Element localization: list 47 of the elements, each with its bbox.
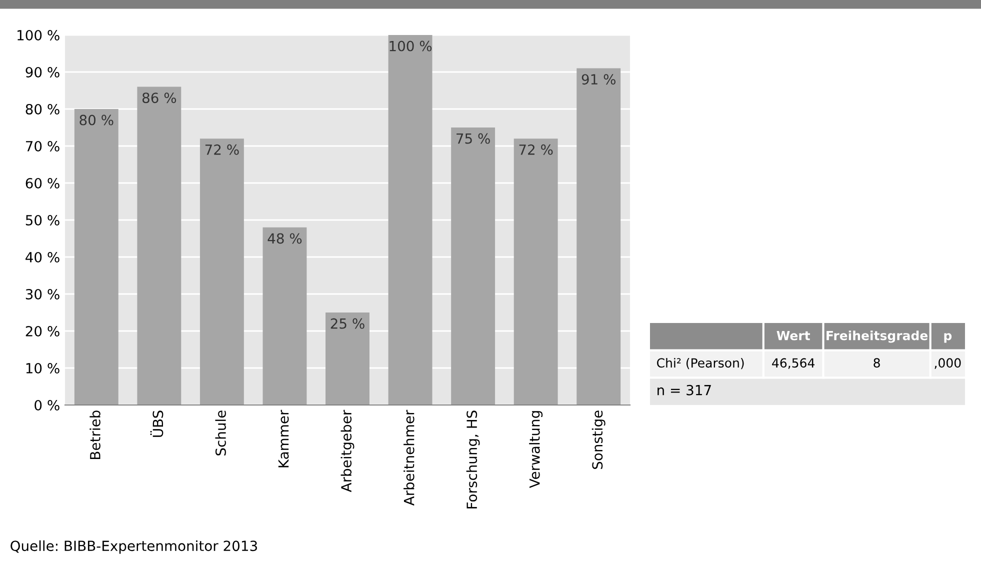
bar [576,68,621,405]
text: 46,564 [772,358,814,369]
bar [388,35,432,405]
x-tick-label: Schule [215,410,226,456]
y-tick-label: 90 % [26,66,60,78]
bar [200,138,244,405]
data-label: 91 % [582,74,616,85]
y-tick-label: 60 % [26,178,60,188]
y-tick-label: 10 % [26,362,60,374]
text: Chi² (Pearson) [657,358,744,370]
x-tick-label: Betrieb [90,410,100,459]
text: Wert [776,331,810,340]
y-tick-label: 20 % [26,326,60,336]
y-tick-label: 70 % [26,140,60,152]
x-tick-label: Arbeitnehmer [404,410,414,506]
x-tick-label: Sonstige [592,410,606,469]
y-tick-label: 40 % [26,252,60,262]
bar [262,227,307,405]
text: n = 317 [658,384,711,396]
y-tick-label: 80 % [26,104,60,114]
bar [514,138,558,405]
y-tick-label: 30 % [26,288,60,300]
text: 8 [874,358,880,368]
bar [74,109,118,405]
y-tick-label: 50 % [26,214,60,226]
data-label: 75 % [456,133,490,144]
x-tick-label: ÜBS [150,410,164,437]
data-label: 86 % [142,92,176,104]
bar [451,128,496,405]
data-label: 80 % [80,114,114,126]
data-label: 72 % [205,144,239,155]
x-tick-label: Arbeitgeber [340,410,354,492]
x-tick-label: Forschung, HS [466,410,480,508]
x-tick-label: Verwaltung [529,411,543,488]
text: p [944,333,952,343]
data-label: 100 % [390,40,432,52]
data-label: 72 % [519,144,553,155]
bar [326,312,370,405]
y-tick-label: 100 % [18,30,60,40]
text: Freiheitsgrade [826,330,928,343]
source-note: Quelle: BIBB-Expertenmonitor 2013 [10,540,257,554]
data-label: 25 % [330,318,364,329]
y-tick-label: 0 % [34,400,60,410]
x-tick-label: Kammer [278,410,289,468]
data-label: 48 % [268,233,302,244]
bar [137,86,182,405]
text: ,000 [934,358,961,369]
